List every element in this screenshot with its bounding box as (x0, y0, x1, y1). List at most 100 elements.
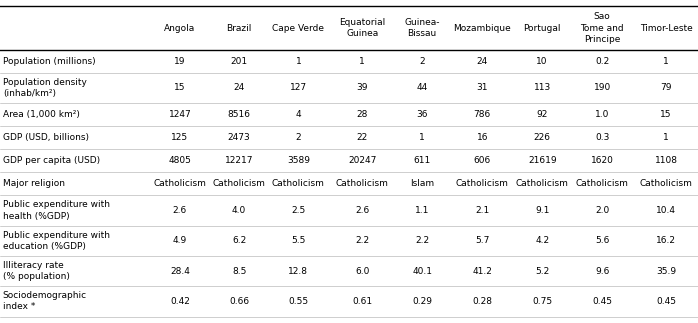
Text: Catholicism: Catholicism (576, 179, 629, 188)
Text: 0.2: 0.2 (595, 57, 609, 66)
Text: Catholicism: Catholicism (516, 179, 569, 188)
Text: 3589: 3589 (287, 156, 310, 165)
Text: 2.6: 2.6 (355, 206, 369, 215)
Text: Population density
(inhab/km²): Population density (inhab/km²) (3, 78, 87, 98)
Text: 125: 125 (172, 133, 188, 142)
Text: 0.29: 0.29 (413, 297, 432, 306)
Text: 20247: 20247 (348, 156, 376, 165)
Text: 0.66: 0.66 (229, 297, 249, 306)
Text: Catholicism: Catholicism (456, 179, 509, 188)
Text: 2: 2 (295, 133, 301, 142)
Text: 0.3: 0.3 (595, 133, 609, 142)
Text: 5.7: 5.7 (475, 236, 489, 245)
Text: 0.28: 0.28 (473, 297, 492, 306)
Text: 35.9: 35.9 (656, 266, 676, 276)
Text: 16: 16 (477, 133, 488, 142)
Text: 606: 606 (473, 156, 491, 165)
Text: 10: 10 (537, 57, 548, 66)
Text: 9.1: 9.1 (535, 206, 549, 215)
Text: Angola: Angola (164, 24, 195, 33)
Text: 6.0: 6.0 (355, 266, 369, 276)
Text: Timor-Leste: Timor-Leste (639, 24, 692, 33)
Text: Area (1,000 km²): Area (1,000 km²) (3, 110, 80, 119)
Text: 2.0: 2.0 (595, 206, 609, 215)
Text: 5.5: 5.5 (291, 236, 306, 245)
Text: Mozambique: Mozambique (453, 24, 511, 33)
Text: 6.2: 6.2 (232, 236, 246, 245)
Text: Sociodemographic
index *: Sociodemographic index * (3, 291, 87, 311)
Text: 201: 201 (230, 57, 248, 66)
Text: 2.6: 2.6 (173, 206, 187, 215)
Text: Guinea-
Bissau: Guinea- Bissau (404, 18, 440, 38)
Text: 9.6: 9.6 (595, 266, 609, 276)
Text: GDP (USD, billions): GDP (USD, billions) (3, 133, 89, 142)
Text: 113: 113 (533, 83, 551, 92)
Text: Portugal: Portugal (524, 24, 561, 33)
Text: Sao
Tome and
Principe: Sao Tome and Principe (580, 13, 624, 44)
Text: 4.2: 4.2 (535, 236, 549, 245)
Text: 2.2: 2.2 (355, 236, 369, 245)
Text: 0.42: 0.42 (170, 297, 190, 306)
Text: 0.55: 0.55 (288, 297, 309, 306)
Text: 4.0: 4.0 (232, 206, 246, 215)
Text: 127: 127 (290, 83, 307, 92)
Text: 0.45: 0.45 (592, 297, 612, 306)
Text: 1: 1 (419, 133, 425, 142)
Text: 1: 1 (663, 133, 669, 142)
Text: 39: 39 (357, 83, 368, 92)
Text: 31: 31 (477, 83, 488, 92)
Text: 21619: 21619 (528, 156, 556, 165)
Text: Catholicism: Catholicism (336, 179, 389, 188)
Text: 8.5: 8.5 (232, 266, 246, 276)
Text: 1: 1 (663, 57, 669, 66)
Text: 0.61: 0.61 (352, 297, 372, 306)
Text: 8516: 8516 (228, 110, 251, 119)
Text: Catholicism: Catholicism (213, 179, 266, 188)
Text: Brazil: Brazil (226, 24, 252, 33)
Text: 1.0: 1.0 (595, 110, 609, 119)
Text: Islam: Islam (410, 179, 434, 188)
Text: 611: 611 (414, 156, 431, 165)
Text: 2: 2 (419, 57, 425, 66)
Text: 1.1: 1.1 (415, 206, 429, 215)
Text: 44: 44 (417, 83, 428, 92)
Text: 15: 15 (660, 110, 671, 119)
Text: 28.4: 28.4 (170, 266, 190, 276)
Text: 0.45: 0.45 (656, 297, 676, 306)
Text: 1108: 1108 (655, 156, 678, 165)
Text: 79: 79 (660, 83, 671, 92)
Text: Major religion: Major religion (3, 179, 65, 188)
Text: Population (millions): Population (millions) (3, 57, 96, 66)
Text: 92: 92 (537, 110, 548, 119)
Text: 2.1: 2.1 (475, 206, 489, 215)
Text: 15: 15 (174, 83, 186, 92)
Text: 4.9: 4.9 (173, 236, 187, 245)
Text: 12217: 12217 (225, 156, 253, 165)
Text: 190: 190 (593, 83, 611, 92)
Text: Equatorial
Guinea: Equatorial Guinea (339, 18, 385, 38)
Text: 16.2: 16.2 (656, 236, 676, 245)
Text: 4: 4 (295, 110, 301, 119)
Text: 22: 22 (357, 133, 368, 142)
Text: Public expenditure with
education (%GDP): Public expenditure with education (%GDP) (3, 231, 110, 251)
Text: 24: 24 (234, 83, 245, 92)
Text: 2.5: 2.5 (291, 206, 306, 215)
Text: 226: 226 (534, 133, 551, 142)
Text: 10.4: 10.4 (656, 206, 676, 215)
Text: 1: 1 (295, 57, 302, 66)
Text: 1247: 1247 (169, 110, 191, 119)
Text: 1620: 1620 (591, 156, 614, 165)
Text: 19: 19 (174, 57, 186, 66)
Text: 12.8: 12.8 (288, 266, 309, 276)
Text: GDP per capita (USD): GDP per capita (USD) (3, 156, 100, 165)
Text: 5.6: 5.6 (595, 236, 609, 245)
Text: 41.2: 41.2 (473, 266, 492, 276)
Text: Illiteracy rate
(% population): Illiteracy rate (% population) (3, 261, 70, 281)
Text: Cape Verde: Cape Verde (272, 24, 325, 33)
Text: 24: 24 (477, 57, 488, 66)
Text: 4805: 4805 (168, 156, 191, 165)
Text: 36: 36 (417, 110, 428, 119)
Text: 0.75: 0.75 (532, 297, 552, 306)
Text: 786: 786 (473, 110, 491, 119)
Text: Catholicism: Catholicism (272, 179, 325, 188)
